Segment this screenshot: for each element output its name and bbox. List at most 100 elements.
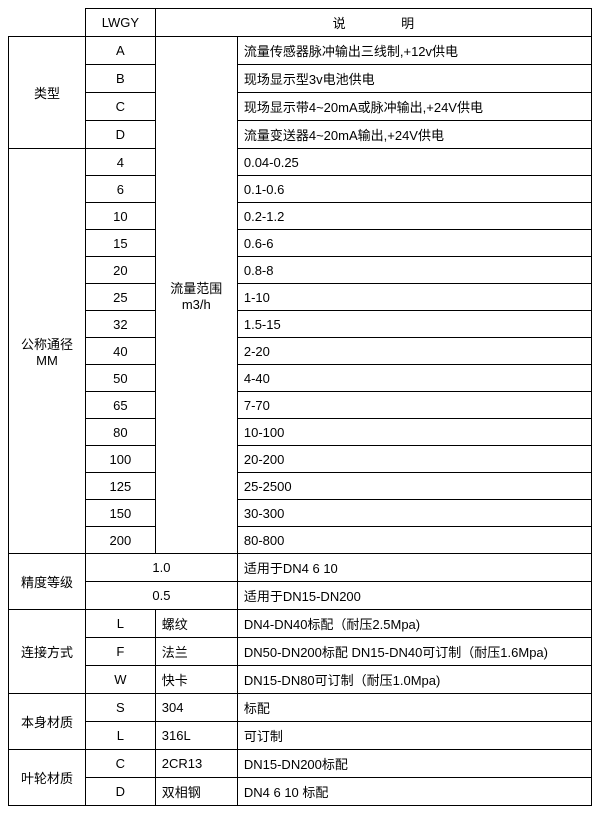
table-row: 80 10-100 [9, 419, 592, 446]
dn-code: 80 [85, 419, 155, 446]
table-row: F 法兰 DN50-DN200标配 DN15-DN40可订制（耐压1.6Mpa) [9, 638, 592, 666]
conn-code: F [85, 638, 155, 666]
dn-label: 公称通径 MM [9, 149, 86, 554]
type-desc: 流量传感器脉冲输出三线制,+12v供电 [237, 37, 591, 65]
dn-code: 125 [85, 473, 155, 500]
dn-code: 10 [85, 203, 155, 230]
spec-table: LWGY 说 明 类型 A 流量范围 m3/h 流量传感器脉冲输出三线制,+12… [8, 8, 592, 806]
type-label: 类型 [9, 37, 86, 149]
dn-range: 2-20 [237, 338, 591, 365]
bodymat-code: L [85, 722, 155, 750]
table-row: 10 0.2-1.2 [9, 203, 592, 230]
table-row: 125 25-2500 [9, 473, 592, 500]
conn-name: 螺纹 [155, 610, 237, 638]
dn-code: 6 [85, 176, 155, 203]
table-row: C 现场显示带4~20mA或脉冲输出,+24V供电 [9, 93, 592, 121]
impeller-code: D [85, 778, 155, 806]
type-code: A [85, 37, 155, 65]
dn-range: 7-70 [237, 392, 591, 419]
impeller-mat-label: 叶轮材质 [9, 750, 86, 806]
dn-code: 100 [85, 446, 155, 473]
dn-code: 65 [85, 392, 155, 419]
type-code: C [85, 93, 155, 121]
conn-code: W [85, 666, 155, 694]
header-lwgy: LWGY [85, 9, 155, 37]
type-code: B [85, 65, 155, 93]
dn-code: 50 [85, 365, 155, 392]
table-row: 0.5 适用于DN15-DN200 [9, 582, 592, 610]
table-row: D 流量变送器4~20mA输出,+24V供电 [9, 121, 592, 149]
table-row: 精度等级 1.0 适用于DN4 6 10 [9, 554, 592, 582]
dn-range: 30-300 [237, 500, 591, 527]
dn-code: 40 [85, 338, 155, 365]
type-desc: 流量变送器4~20mA输出,+24V供电 [237, 121, 591, 149]
accuracy-val: 1.0 [85, 554, 237, 582]
dn-range: 4-40 [237, 365, 591, 392]
bodymat-desc: 可订制 [237, 722, 591, 750]
header-desc: 说 明 [155, 9, 591, 37]
dn-range: 20-200 [237, 446, 591, 473]
bodymat-code: S [85, 694, 155, 722]
type-code: D [85, 121, 155, 149]
table-row: 本身材质 S 304 标配 [9, 694, 592, 722]
dn-range: 25-2500 [237, 473, 591, 500]
impeller-code: C [85, 750, 155, 778]
table-row: 60.1-0.6 [9, 176, 592, 203]
table-row: B 现场显示型3v电池供电 [9, 65, 592, 93]
table-row: W 快卡 DN15-DN80可订制（耐压1.0Mpa) [9, 666, 592, 694]
range-label: 流量范围 m3/h [155, 37, 237, 554]
bodymat-desc: 标配 [237, 694, 591, 722]
table-row: 连接方式 L 螺纹 DN4-DN40标配（耐压2.5Mpa) [9, 610, 592, 638]
table-row: 50 4-40 [9, 365, 592, 392]
table-row: 40 2-20 [9, 338, 592, 365]
dn-range: 0.8-8 [237, 257, 591, 284]
table-row: 公称通径 MM 4 0.04-0.25 [9, 149, 592, 176]
table-row: 25 1-10 [9, 284, 592, 311]
blank-cell [9, 9, 86, 37]
table-row: 65 7-70 [9, 392, 592, 419]
conn-desc: DN4-DN40标配（耐压2.5Mpa) [237, 610, 591, 638]
table-row: D 双相钢 DN4 6 10 标配 [9, 778, 592, 806]
dn-code: 20 [85, 257, 155, 284]
dn-range: 0.6-6 [237, 230, 591, 257]
conn-name: 法兰 [155, 638, 237, 666]
dn-code: 25 [85, 284, 155, 311]
table-row: 200 80-800 [9, 527, 592, 554]
dn-code: 32 [85, 311, 155, 338]
body-mat-label: 本身材质 [9, 694, 86, 750]
header-desc-text: 说 明 [307, 16, 441, 31]
table-row: L 316L 可订制 [9, 722, 592, 750]
dn-range: 1-10 [237, 284, 591, 311]
connection-label: 连接方式 [9, 610, 86, 694]
conn-desc: DN50-DN200标配 DN15-DN40可订制（耐压1.6Mpa) [237, 638, 591, 666]
table-row: 32 1.5-15 [9, 311, 592, 338]
type-desc: 现场显示带4~20mA或脉冲输出,+24V供电 [237, 93, 591, 121]
dn-range: 10-100 [237, 419, 591, 446]
accuracy-val: 0.5 [85, 582, 237, 610]
impeller-desc: DN15-DN200标配 [237, 750, 591, 778]
accuracy-desc: 适用于DN15-DN200 [237, 582, 591, 610]
table-row: 叶轮材质 C 2CR13 DN15-DN200标配 [9, 750, 592, 778]
dn-code: 4 [85, 149, 155, 176]
impeller-desc: DN4 6 10 标配 [237, 778, 591, 806]
table-row: 类型 A 流量范围 m3/h 流量传感器脉冲输出三线制,+12v供电 [9, 37, 592, 65]
table-row: 15 0.6-6 [9, 230, 592, 257]
dn-range: 1.5-15 [237, 311, 591, 338]
dn-code: 150 [85, 500, 155, 527]
dn-code: 200 [85, 527, 155, 554]
table-row: 100 20-200 [9, 446, 592, 473]
table-row: LWGY 说 明 [9, 9, 592, 37]
accuracy-desc: 适用于DN4 6 10 [237, 554, 591, 582]
dn-range: 0.04-0.25 [237, 149, 591, 176]
bodymat-name: 304 [155, 694, 237, 722]
conn-name: 快卡 [155, 666, 237, 694]
bodymat-name: 316L [155, 722, 237, 750]
conn-desc: DN15-DN80可订制（耐压1.0Mpa) [237, 666, 591, 694]
table-row: 150 30-300 [9, 500, 592, 527]
dn-range: 0.2-1.2 [237, 203, 591, 230]
dn-range: 80-800 [237, 527, 591, 554]
impeller-name: 双相钢 [155, 778, 237, 806]
dn-code: 15 [85, 230, 155, 257]
impeller-name: 2CR13 [155, 750, 237, 778]
table-row: 20 0.8-8 [9, 257, 592, 284]
